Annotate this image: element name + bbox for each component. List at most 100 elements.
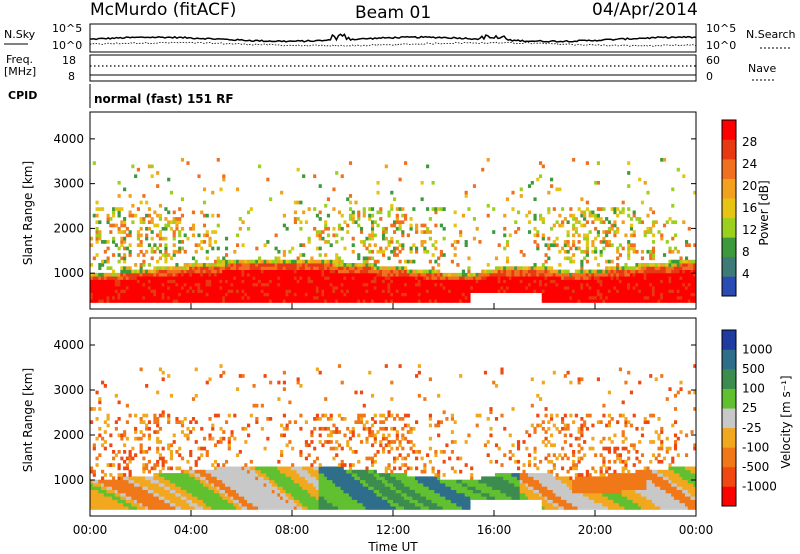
heatmap-cell [456, 295, 460, 300]
heatmap-cell [125, 282, 129, 287]
heatmap-cell [580, 279, 584, 284]
heatmap-cell [594, 249, 598, 254]
heatmap-cell [191, 295, 196, 300]
heatmap-cell [398, 243, 402, 248]
heatmap-cell [370, 486, 375, 490]
heatmap-cell [252, 289, 256, 293]
heatmap-cell [269, 499, 273, 504]
heatmap-cell [145, 483, 149, 487]
heatmap-cell [112, 463, 116, 467]
heatmap-cell [332, 476, 336, 481]
heatmap-cell [621, 269, 625, 274]
heatmap-cell [340, 496, 344, 500]
heatmap-cell [123, 473, 127, 477]
heatmap-cell [563, 295, 567, 300]
heatmap-cell [583, 276, 587, 280]
heatmap-cell [255, 259, 259, 264]
heatmap-cell [313, 417, 317, 421]
heatmap-cell [95, 483, 99, 487]
heatmap-cell [302, 210, 306, 215]
heatmap-cell [370, 213, 375, 218]
heatmap-cell [244, 286, 248, 290]
heatmap-cell [682, 263, 686, 267]
heatmap-cell [616, 226, 620, 231]
heatmap-cell [156, 463, 160, 467]
colorbar-tick-label: 24 [742, 157, 757, 171]
heatmap-cell [359, 420, 364, 424]
heatmap-cell [343, 269, 347, 274]
heatmap-cell [431, 286, 435, 290]
heatmap-cell [186, 459, 190, 464]
heatmap-cell [136, 489, 140, 494]
heatmap-cell [216, 279, 220, 284]
heatmap-cell [280, 263, 284, 267]
heatmap-cell [95, 456, 99, 461]
heatmap-cell [147, 496, 151, 500]
heatmap-cell [103, 276, 107, 280]
heatmap-cell [200, 289, 204, 293]
heatmap-cell [244, 476, 248, 481]
heatmap-cell [299, 426, 303, 431]
heatmap-cell [359, 263, 364, 267]
heatmap-cell [654, 292, 658, 297]
heatmap-cell [585, 240, 589, 244]
heatmap-cell [161, 459, 165, 464]
heatmap-cell [373, 473, 377, 477]
heatmap-cell [114, 286, 118, 290]
heatmap-cell [673, 276, 678, 280]
heatmap-cell [359, 483, 364, 487]
heatmap-cell [552, 269, 556, 274]
heatmap-cell [224, 299, 229, 303]
heatmap-cell [249, 299, 253, 303]
heatmap-cell [161, 476, 165, 481]
heatmap-cell [563, 286, 567, 290]
heatmap-cell [522, 272, 526, 277]
heatmap-cell [106, 279, 110, 284]
heatmap-cell [219, 299, 223, 303]
heatmap-cell [147, 436, 151, 441]
heatmap-cell [332, 506, 336, 510]
heatmap-cell [646, 213, 650, 218]
heatmap-cell [186, 272, 190, 277]
heatmap-cell [224, 282, 229, 287]
heatmap-cell [676, 292, 680, 297]
heatmap-cell [654, 276, 658, 280]
heatmap-cell [335, 426, 339, 431]
heatmap-cell [354, 295, 358, 300]
heatmap-cell [123, 289, 127, 293]
heatmap-cell [296, 286, 300, 290]
heatmap-cell [139, 243, 143, 248]
heatmap-cell [426, 279, 430, 284]
heatmap-cell [660, 266, 664, 270]
heatmap-cell [660, 299, 664, 303]
heatmap-cell [552, 286, 556, 290]
heatmap-cell [167, 299, 171, 303]
heatmap-cell [326, 433, 331, 438]
heatmap-cell [277, 269, 281, 274]
heatmap-cell [335, 266, 339, 270]
heatmap-cell [227, 413, 231, 418]
heatmap-cell [197, 269, 201, 274]
heatmap-cell [448, 276, 452, 280]
heatmap-cell [370, 272, 375, 277]
heatmap-cell [365, 299, 369, 303]
heatmap-cell [649, 286, 653, 290]
heatmap-cell [142, 413, 146, 418]
heatmap-cell [357, 223, 361, 228]
heatmap-cell [299, 263, 303, 267]
heatmap-cell [616, 272, 620, 277]
heatmap-cell [340, 479, 344, 484]
heatmap-cell [150, 256, 154, 261]
heatmap-cell [125, 289, 129, 293]
heatmap-cell [307, 269, 311, 274]
heatmap-cell [205, 266, 209, 270]
heatmap-cell [112, 276, 116, 280]
heatmap-cell [271, 286, 275, 290]
heatmap-cell [117, 492, 121, 497]
heatmap-cell [230, 272, 234, 277]
heatmap-cell [114, 489, 118, 494]
heatmap-cell [213, 466, 218, 471]
heatmap-cell [470, 286, 474, 290]
heatmap-cell [329, 433, 333, 438]
heatmap-cell [125, 226, 129, 231]
